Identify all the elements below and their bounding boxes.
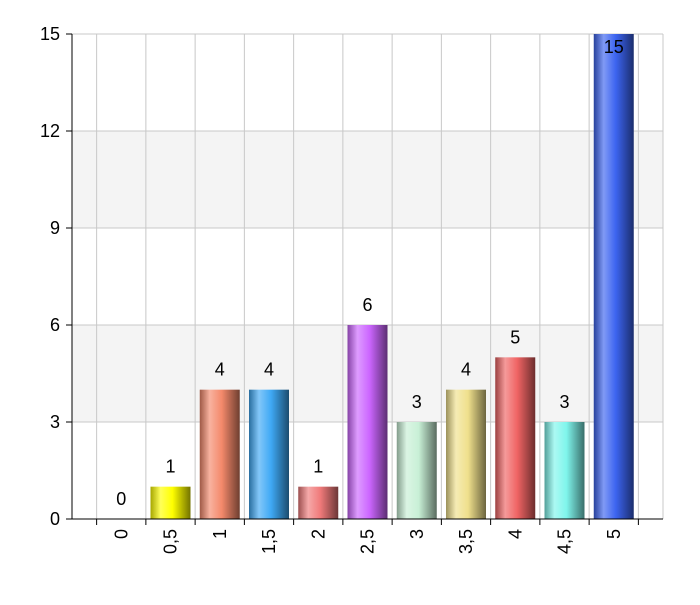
x-tick-label: 5 (604, 529, 624, 539)
data-label: 1 (313, 457, 323, 477)
x-tick-label: 0,5 (161, 529, 181, 554)
data-label: 5 (510, 327, 520, 347)
data-label: 4 (215, 360, 225, 380)
bar (495, 357, 536, 519)
bar (347, 325, 388, 519)
data-label: 15 (604, 37, 624, 57)
y-tick-label: 15 (40, 24, 60, 44)
x-tick-label: 4,5 (555, 529, 575, 554)
gridlines (72, 33, 664, 520)
x-tick-label: 1 (210, 529, 230, 539)
x-tick-label: 3,5 (456, 529, 476, 554)
x-tick-label: 0 (111, 529, 131, 539)
x-tick-label: 2 (308, 529, 328, 539)
data-label: 0 (116, 489, 126, 509)
data-label: 4 (461, 360, 471, 380)
bar (298, 486, 339, 519)
y-tick-label: 6 (50, 315, 60, 335)
y-tick-label: 9 (50, 218, 60, 238)
x-tick-label: 4 (505, 529, 525, 539)
bar (150, 486, 191, 519)
x-tick-label: 3 (407, 529, 427, 539)
bars (150, 34, 634, 519)
bar (199, 389, 240, 519)
data-label: 3 (559, 392, 569, 412)
axes (66, 33, 663, 525)
x-tick-label: 1,5 (259, 529, 279, 554)
bar (544, 422, 585, 519)
labels: 0 3 6 9 12 15 0 0,5 1 1,5 2 2,5 3 3,5 4 4,5 5 0 1 4 4 1 6 3 4 5 3 1… (40, 24, 624, 554)
x-tick-label: 2,5 (358, 529, 378, 554)
y-tick-label: 12 (40, 121, 60, 141)
y-tick-label: 3 (50, 412, 60, 432)
bar (249, 389, 289, 519)
data-label: 6 (362, 295, 372, 315)
background-band (72, 131, 663, 228)
data-label: 3 (412, 392, 422, 412)
data-label: 1 (165, 457, 175, 477)
bar (396, 422, 437, 519)
bar (446, 389, 486, 519)
y-tick-label: 0 (50, 509, 60, 529)
bar (593, 34, 634, 519)
data-label: 4 (264, 360, 274, 380)
